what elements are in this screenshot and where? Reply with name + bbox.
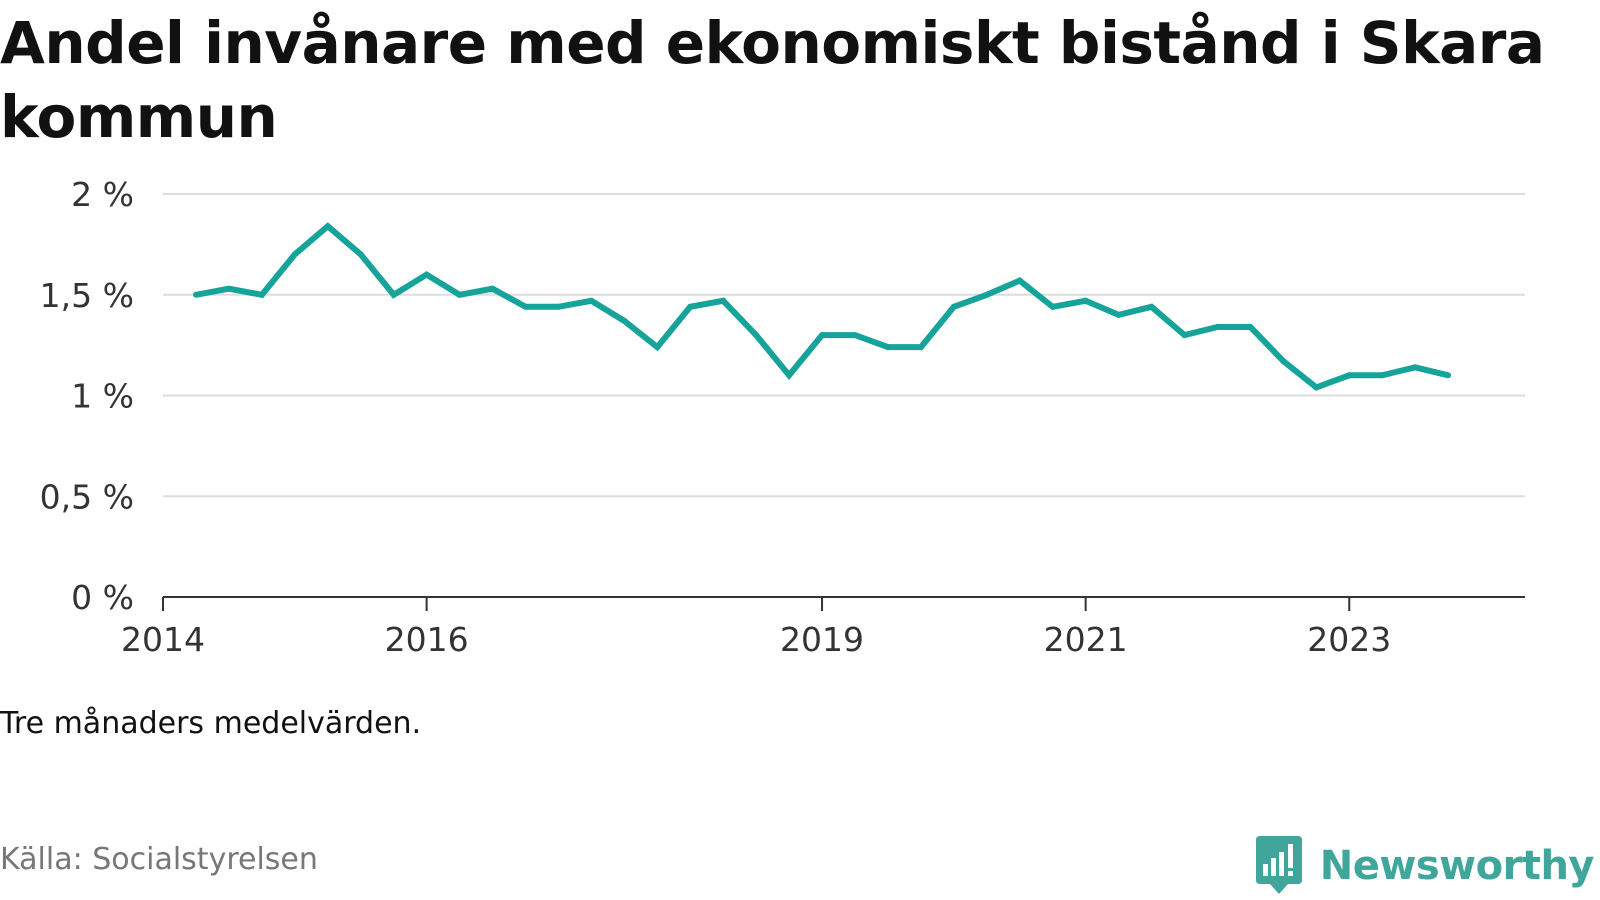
x-tick-label: 2023	[1307, 620, 1391, 659]
data-point	[753, 332, 760, 339]
data-point	[1445, 372, 1452, 379]
data-point	[1346, 372, 1353, 379]
y-tick-label: 1 %	[71, 377, 134, 416]
brand-logo[interactable]: Newsworthy	[1254, 836, 1595, 896]
data-point	[489, 285, 496, 292]
brand-name: Newsworthy	[1319, 843, 1595, 889]
x-tick-label: 2019	[780, 620, 864, 659]
data-point	[1214, 324, 1221, 330]
x-tick-label: 2016	[385, 620, 469, 659]
data-point	[786, 372, 793, 379]
chart-note: Tre månaders medelvärden.	[0, 706, 422, 741]
source-label: Källa: Socialstyrelsen	[0, 842, 318, 877]
y-tick-label: 0 %	[71, 578, 134, 617]
series-layer	[193, 222, 1452, 391]
data-point	[456, 291, 463, 298]
data-point	[654, 344, 661, 351]
y-axis-labels: 0 % 0,5 % 1 % 1,5 % 2 %	[40, 175, 134, 617]
data-point	[1181, 332, 1188, 339]
data-point	[720, 297, 727, 304]
data-point	[687, 303, 694, 310]
y-tick-label: 0,5 %	[40, 477, 134, 516]
data-point	[588, 297, 595, 304]
data-point	[390, 291, 397, 298]
data-point	[357, 251, 364, 258]
data-point	[258, 291, 265, 298]
data-point	[1247, 324, 1254, 330]
data-point	[852, 332, 858, 339]
data-point	[1379, 372, 1386, 379]
data-point	[1148, 303, 1155, 310]
data-point	[423, 271, 430, 278]
x-tick-label: 2021	[1044, 620, 1128, 659]
y-tick-label: 1,5 %	[40, 276, 134, 315]
data-point	[522, 303, 529, 310]
data-point	[1115, 311, 1122, 318]
y-tick-label: 2 %	[71, 175, 134, 214]
data-point	[621, 317, 628, 324]
data-point	[555, 303, 562, 310]
data-point	[983, 291, 990, 298]
data-point	[1016, 277, 1023, 284]
data-point	[1313, 384, 1320, 391]
x-tick-label: 2014	[121, 620, 205, 659]
newsworthy-logo-icon	[1255, 836, 1302, 894]
data-point	[324, 223, 331, 230]
chart-title: Andel invånare med ekonomiskt bistånd i …	[0, 9, 1545, 151]
data-point	[1082, 297, 1089, 304]
x-axis: 2014 2016 2019 2021 2023	[121, 596, 1525, 659]
data-point	[291, 251, 298, 258]
data-point	[950, 303, 957, 310]
data-point	[193, 291, 199, 298]
data-point	[917, 344, 924, 351]
gridlines	[163, 193, 1525, 498]
data-point	[819, 332, 825, 339]
data-point	[1280, 358, 1287, 365]
data-point	[1049, 303, 1056, 310]
data-point	[1412, 364, 1419, 371]
line-chart: 0 % 0,5 % 1 % 1,5 % 2 % 2014 2016 2019 2021 2023	[40, 175, 1525, 659]
series-line	[195, 222, 1449, 391]
data-point	[884, 344, 891, 351]
data-point	[225, 285, 232, 292]
